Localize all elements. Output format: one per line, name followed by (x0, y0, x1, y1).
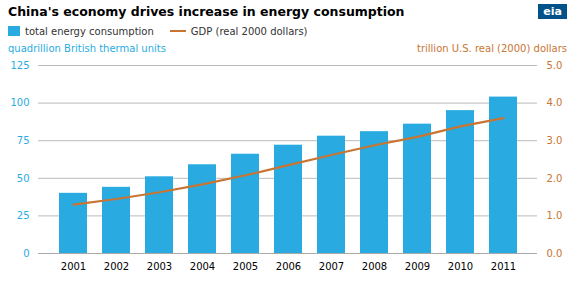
svg-text:0.0: 0.0 (547, 248, 563, 259)
html-text:quadrillion British thermal un: quadrillion British thermal units (8, 42, 166, 54)
svg-text:2.0: 2.0 (547, 173, 563, 184)
html-text:eia: eia (543, 5, 562, 18)
svg-text:2010: 2010 (448, 261, 473, 272)
html-text:China's economy drives increas: China's economy drives increase in energ… (8, 4, 405, 19)
svg-text:2001: 2001 (61, 261, 86, 272)
svg-text:2004: 2004 (190, 261, 215, 272)
svg-text:0: 0 (23, 248, 29, 259)
svg-text:5.0: 5.0 (547, 60, 563, 71)
svg-text:3.0: 3.0 (547, 135, 563, 146)
svg-text:2008: 2008 (362, 261, 387, 272)
svg-text:2002: 2002 (104, 261, 129, 272)
svg-text:2003: 2003 (147, 261, 172, 272)
svg-text:100: 100 (10, 97, 29, 108)
svg-text:2005: 2005 (233, 261, 258, 272)
html-text:trillion U.S. real (2000) doll: trillion U.S. real (2000) dollars (417, 42, 567, 54)
svg-text:1.0: 1.0 (547, 210, 563, 221)
html-text:GDP (real 2000 dollars): GDP (real 2000 dollars) (190, 25, 308, 37)
svg-text:25: 25 (17, 210, 30, 221)
svg-text:2007: 2007 (319, 261, 344, 272)
svg-text:50: 50 (17, 173, 30, 184)
svg-text:4.0: 4.0 (547, 97, 563, 108)
svg-text:125: 125 (10, 60, 29, 71)
svg-text:2006: 2006 (276, 261, 301, 272)
svg-text:2009: 2009 (405, 261, 430, 272)
svg-text:75: 75 (17, 135, 30, 146)
svg-text:2011: 2011 (491, 261, 516, 272)
html-text:total energy consumption: total energy consumption (25, 25, 154, 37)
